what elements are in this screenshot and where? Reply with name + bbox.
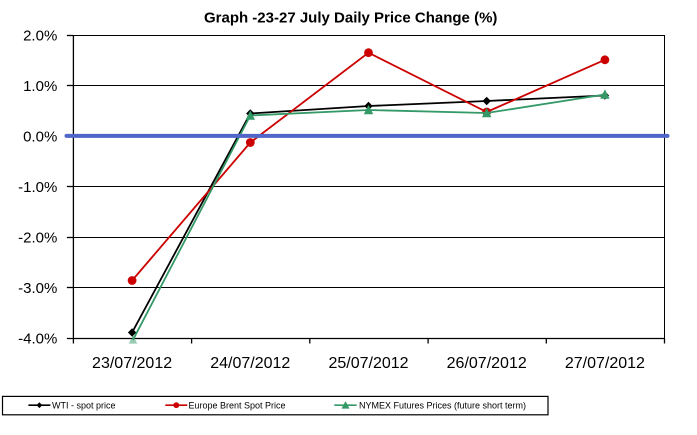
- svg-text:-2.0%: -2.0%: [18, 229, 57, 246]
- svg-text:23/07/2012: 23/07/2012: [92, 355, 172, 372]
- svg-text:Europe Brent Spot Price: Europe Brent Spot Price: [189, 400, 286, 410]
- svg-text:27/07/2012: 27/07/2012: [565, 355, 645, 372]
- svg-text:WTI - spot price: WTI - spot price: [52, 400, 116, 410]
- svg-text:24/07/2012: 24/07/2012: [210, 355, 290, 372]
- svg-text:Graph -23-27 July Daily Price: Graph -23-27 July Daily Price Change (%): [204, 9, 497, 26]
- svg-text:25/07/2012: 25/07/2012: [328, 355, 408, 372]
- svg-text:0.0%: 0.0%: [23, 128, 57, 145]
- svg-text:-3.0%: -3.0%: [18, 280, 57, 297]
- svg-text:-1.0%: -1.0%: [18, 179, 57, 196]
- svg-text:-4.0%: -4.0%: [18, 330, 57, 347]
- svg-text:1.0%: 1.0%: [23, 78, 57, 95]
- svg-text:NYMEX Futures Prices (future s: NYMEX Futures Prices (future short term): [359, 400, 526, 410]
- svg-text:2.0%: 2.0%: [23, 27, 57, 44]
- svg-text:26/07/2012: 26/07/2012: [447, 355, 527, 372]
